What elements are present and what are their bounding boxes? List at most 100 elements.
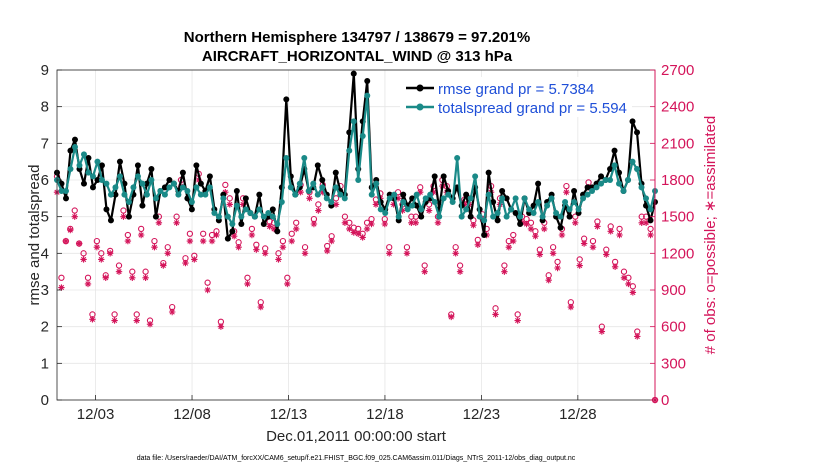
obs-assimilated-marker <box>204 286 211 294</box>
series-point-spread <box>413 191 420 198</box>
series-point-spread <box>377 206 384 213</box>
series-point-rmse <box>125 213 132 220</box>
obs-possible-marker <box>514 311 521 318</box>
series-point-rmse <box>233 188 240 194</box>
obs-assimilated-marker <box>93 244 101 251</box>
series-point-spread <box>76 162 83 169</box>
y-tick-label-right: 0 <box>661 392 669 409</box>
series-point-spread <box>323 195 330 202</box>
obs-assimilated-marker <box>363 225 371 233</box>
series-point-rmse <box>139 202 146 209</box>
series-point-spread <box>490 213 497 220</box>
series-point-spread <box>130 184 137 191</box>
x-tick-label: 12/13 <box>270 406 308 423</box>
series-point-spread <box>301 155 308 161</box>
obs-possible-marker <box>275 250 282 257</box>
obs-assimilated-marker <box>527 225 535 233</box>
obs-assimilated-marker <box>284 280 291 288</box>
obs-assimilated-marker <box>514 317 521 324</box>
y-tick-label-left: 4 <box>41 245 49 262</box>
series-point-rmse <box>481 232 488 238</box>
obs-possible-marker <box>616 225 623 233</box>
series-point-spread <box>328 199 335 205</box>
series-point-spread <box>422 195 429 202</box>
obs-assimilated-marker <box>164 250 171 257</box>
obs-assimilated-marker <box>470 222 477 229</box>
obs-assimilated-marker <box>390 201 397 208</box>
obs-assimilated-marker <box>638 219 645 226</box>
obs-assimilated-marker <box>430 189 437 196</box>
series-point-spread <box>638 184 645 191</box>
series-point-spread <box>503 213 510 220</box>
obs-possible-marker <box>589 237 597 245</box>
obs-assimilated-marker <box>146 321 154 328</box>
series-point-rmse <box>80 180 87 187</box>
obs-assimilated-marker <box>235 244 242 251</box>
legend-rmse-label: rmse grand pr = 5.7384 <box>438 81 594 98</box>
series-point-rmse <box>260 221 267 227</box>
obs-assimilated-marker <box>403 250 411 257</box>
series-point-spread <box>296 180 303 187</box>
series-point-rmse <box>161 184 168 191</box>
series-point-spread <box>575 206 582 213</box>
series-lines <box>54 70 658 242</box>
obs-assimilated-marker <box>456 268 464 275</box>
series-point-spread <box>562 199 569 205</box>
series-point-rmse <box>535 180 542 187</box>
series-point-rmse <box>193 162 200 169</box>
y-tick-label-right: 1500 <box>661 209 694 226</box>
obs-assimilated-marker <box>492 311 499 318</box>
obs-assimilated-marker <box>293 225 300 233</box>
y-tick-label-left: 9 <box>41 62 49 79</box>
obs-assimilated-marker <box>598 328 606 335</box>
series-point-spread <box>229 221 236 227</box>
series-point-spread <box>107 191 114 198</box>
obs-assimilated-marker <box>288 237 295 245</box>
series-point-spread <box>157 188 164 194</box>
series-point-rmse <box>94 177 101 183</box>
series-point-spread <box>449 199 456 205</box>
series-point-rmse <box>256 191 263 198</box>
x-tick-label: 12/03 <box>77 406 115 423</box>
obs-possible-marker <box>572 213 579 220</box>
series-point-spread <box>494 210 501 216</box>
obs-assimilated-marker <box>84 280 92 288</box>
obs-possible-marker <box>279 237 287 245</box>
series-point-spread <box>238 213 245 220</box>
series-point-spread <box>580 195 587 202</box>
y-tick-label-left: 7 <box>41 135 49 152</box>
obs-possible-marker <box>301 244 309 251</box>
series-point-spread <box>598 180 605 187</box>
series-point-spread <box>620 188 627 194</box>
series-point-spread <box>283 155 290 161</box>
series-point-spread <box>625 177 632 183</box>
series-point-spread <box>611 162 618 169</box>
obs-assimilated-marker <box>474 241 482 248</box>
obs-assimilated-marker <box>120 213 127 220</box>
obs-possible-marker <box>133 311 140 318</box>
series-point-rmse <box>607 166 614 172</box>
obs-assimilated-marker <box>324 247 331 255</box>
series-point-spread <box>103 180 110 187</box>
series-point-spread <box>629 158 636 165</box>
obs-assimilated-marker <box>257 303 264 311</box>
obs-assimilated-marker <box>501 268 508 275</box>
series-point-spread <box>256 206 263 213</box>
series-point-spread <box>265 210 272 216</box>
obs-assimilated-marker <box>195 176 202 184</box>
obs-assimilated-marker <box>421 268 428 275</box>
series-point-spread <box>310 180 317 187</box>
obs-assimilated-marker <box>359 234 366 241</box>
obs-assimilated-marker <box>412 219 419 226</box>
series-point-rmse <box>350 70 357 77</box>
obs-possible-marker <box>456 262 464 269</box>
obs-assimilated-marker <box>71 213 78 220</box>
series-point-spread <box>445 191 452 198</box>
series-point-rmse <box>332 169 339 176</box>
obs-possible-marker <box>84 274 92 281</box>
x-axis-label: Dec.01,2011 00:00:00 start <box>266 428 447 445</box>
series-point-spread <box>436 213 443 220</box>
obs-assimilated-marker <box>425 207 433 214</box>
series-point-rmse <box>229 228 236 235</box>
y-tick-label-right: 2700 <box>661 62 694 79</box>
